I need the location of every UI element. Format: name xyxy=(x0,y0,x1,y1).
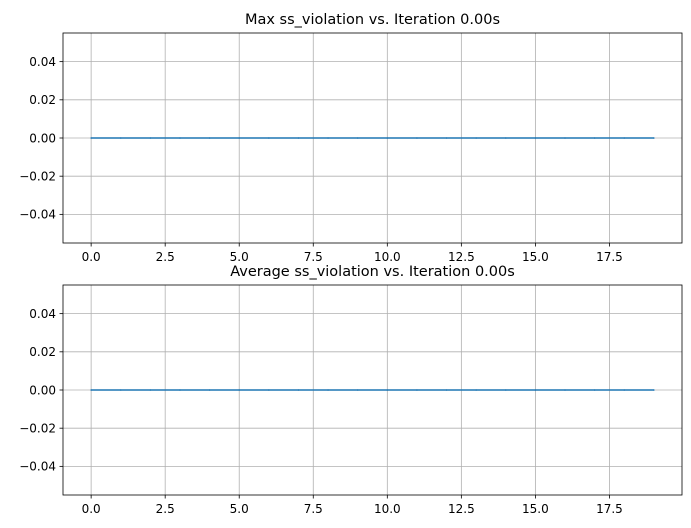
max-x-tick-label: 17.5 xyxy=(596,250,623,264)
max-data-point xyxy=(416,137,418,139)
average-data-point xyxy=(623,389,626,391)
average-data-point xyxy=(297,389,300,391)
average-data-point xyxy=(593,389,596,391)
max-data-point xyxy=(356,137,359,139)
average-data-point xyxy=(90,389,92,391)
average-data-point xyxy=(208,389,211,391)
average-data-point xyxy=(149,389,152,391)
average-ss-violation-subplot: 0.0 2.5 5.0 7.5 10.0 12.5 15.0 17.5 −0.04 −0.02 0.… xyxy=(19,264,683,516)
average-x-tick-label: 7.5 xyxy=(304,502,323,516)
max-data-point xyxy=(149,137,152,139)
average-data-point xyxy=(238,389,241,391)
average-data-point xyxy=(119,389,122,391)
average-y-tick-label: −0.02 xyxy=(19,421,56,435)
max-data-point xyxy=(238,137,241,139)
max-data-point xyxy=(90,137,92,139)
max-x-tick-label: 0.0 xyxy=(82,250,101,264)
max-y-tick-label: −0.04 xyxy=(19,208,56,222)
max-subplot-title: Max ss_violation vs. Iteration 0.00s xyxy=(245,12,500,28)
max-x-tick-label: 12.5 xyxy=(448,250,475,264)
max-x-tick-label: 2.5 xyxy=(156,250,175,264)
average-x-tick-label: 0.0 xyxy=(82,502,101,516)
max-data-point xyxy=(623,137,626,139)
max-data-point xyxy=(297,137,300,139)
max-y-tick-label: −0.02 xyxy=(19,169,56,183)
max-data-point xyxy=(119,137,122,139)
max-data-point xyxy=(564,137,566,139)
average-data-point xyxy=(416,389,418,391)
average-x-tick-label: 2.5 xyxy=(156,502,175,516)
average-y-tick-label: 0.00 xyxy=(29,383,56,397)
average-y-tick-label: 0.02 xyxy=(29,345,56,359)
average-data-point xyxy=(356,389,359,391)
average-data-point xyxy=(268,389,270,391)
average-subplot-series xyxy=(90,389,655,391)
max-data-point xyxy=(327,137,329,139)
max-data-point xyxy=(179,137,181,139)
max-y-tick-label: 0.04 xyxy=(29,55,56,69)
max-subplot-series xyxy=(90,137,655,139)
max-data-point xyxy=(653,137,655,139)
max-data-point xyxy=(475,137,477,139)
max-data-point xyxy=(593,137,596,139)
average-data-point xyxy=(564,389,566,391)
average-x-tick-label: 17.5 xyxy=(596,502,623,516)
average-x-tick-label: 12.5 xyxy=(448,502,475,516)
max-data-point xyxy=(268,137,270,139)
max-data-point xyxy=(534,137,537,139)
average-data-point xyxy=(504,389,507,391)
max-y-tick-label: 0.00 xyxy=(29,131,56,145)
average-data-point xyxy=(653,389,655,391)
average-subplot-title: Average ss_violation vs. Iteration 0.00s xyxy=(230,264,515,280)
average-data-point xyxy=(179,389,181,391)
max-data-point xyxy=(445,137,448,139)
average-x-tick-label: 10.0 xyxy=(374,502,401,516)
average-data-point xyxy=(475,389,477,391)
max-subplot-ticks: 0.0 2.5 5.0 7.5 10.0 12.5 15.0 17.5 −0.04 −0.02 0.… xyxy=(19,55,623,264)
max-x-tick-label: 15.0 xyxy=(522,250,549,264)
average-y-tick-label: 0.04 xyxy=(29,307,56,321)
average-x-tick-label: 5.0 xyxy=(230,502,249,516)
average-x-tick-label: 15.0 xyxy=(522,502,549,516)
max-x-tick-label: 7.5 xyxy=(304,250,323,264)
average-y-tick-label: −0.04 xyxy=(19,460,56,474)
max-x-tick-label: 5.0 xyxy=(230,250,249,264)
average-data-point xyxy=(534,389,537,391)
average-data-point xyxy=(445,389,448,391)
average-data-point xyxy=(386,389,389,391)
max-data-point xyxy=(208,137,211,139)
max-data-point xyxy=(504,137,507,139)
average-subplot-ticks: 0.0 2.5 5.0 7.5 10.0 12.5 15.0 17.5 −0.04 −0.02 0.… xyxy=(19,307,623,516)
max-ss-violation-subplot: 0.0 2.5 5.0 7.5 10.0 12.5 15.0 17.5 −0.04 −0.02 0.… xyxy=(19,12,683,264)
max-x-tick-label: 10.0 xyxy=(374,250,401,264)
average-data-point xyxy=(327,389,329,391)
max-y-tick-label: 0.02 xyxy=(29,93,56,107)
max-data-point xyxy=(386,137,389,139)
